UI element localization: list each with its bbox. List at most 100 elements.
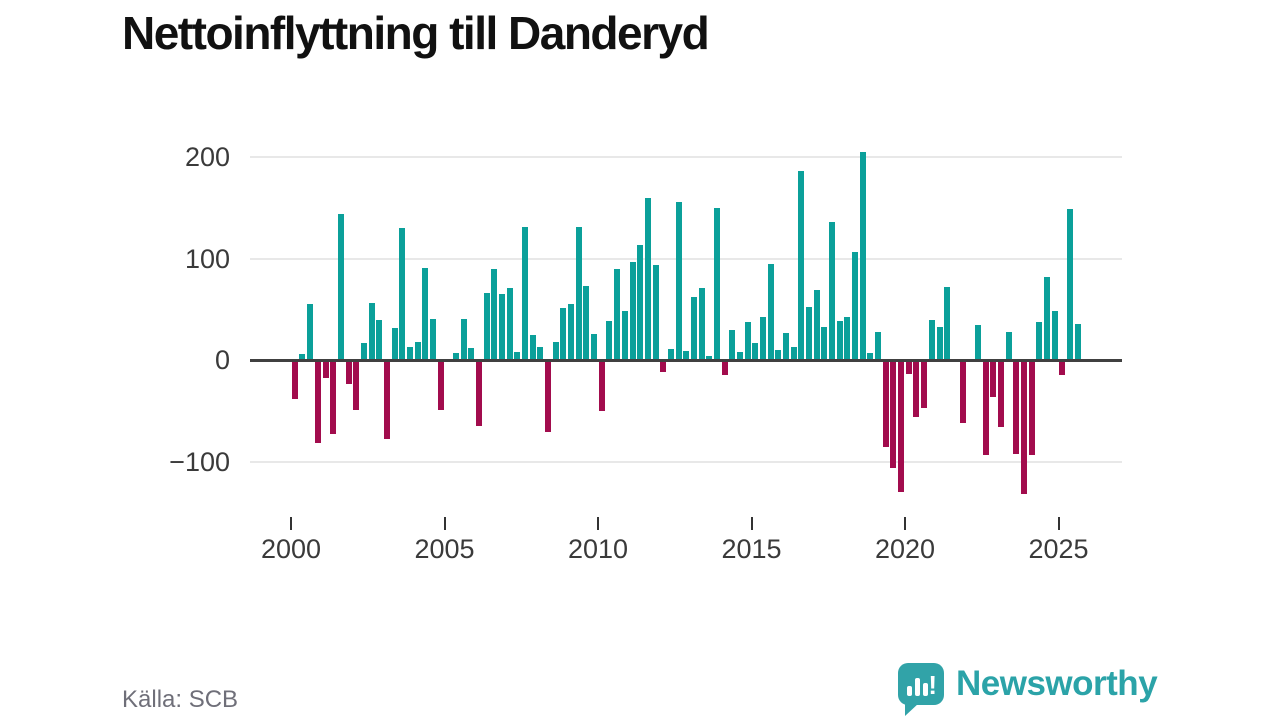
bar-2003-Q4	[406, 346, 413, 360]
x-tick-2000	[290, 517, 292, 530]
bar-2003-Q3	[399, 228, 406, 360]
bar-2015-Q3	[767, 263, 774, 360]
chart-title: Nettoinflyttning till Danderyd	[122, 7, 710, 59]
bar-2019-Q2	[882, 360, 889, 448]
bar-2012-Q4	[683, 350, 690, 360]
bar-2005-Q4	[468, 347, 475, 360]
bar-2013-Q3	[706, 355, 713, 360]
bar-2014-Q4	[744, 322, 751, 360]
gridline-100	[250, 257, 1122, 260]
bar-2009-Q1	[568, 304, 575, 360]
bar-2001-Q2	[330, 360, 337, 435]
gridline--100	[250, 460, 1122, 463]
bar-2010-Q2	[606, 321, 613, 360]
x-tick-2005	[443, 517, 446, 530]
bar-2011-Q4	[652, 264, 659, 360]
bar-2001-Q3	[337, 213, 344, 360]
bar-2017-Q4	[836, 321, 843, 360]
bar-2017-Q2	[821, 326, 828, 360]
bar-2006-Q1	[476, 360, 482, 426]
bar-2004-Q2	[422, 267, 429, 360]
bar-2016-Q2	[790, 346, 797, 360]
bar-2006-Q3	[491, 268, 498, 360]
bar-2020-Q2	[913, 360, 920, 417]
bar-2016-Q4	[806, 307, 813, 360]
y-tick-label-200: 200	[184, 142, 230, 172]
bar-2020-Q1	[905, 360, 912, 375]
bar-2013-Q1	[690, 297, 697, 360]
bar-2008-Q2	[545, 360, 552, 433]
bar-2018-Q1	[844, 317, 851, 360]
bar-2006-Q2	[483, 293, 490, 360]
bar-2023-Q1	[997, 360, 1004, 427]
bar-2014-Q1	[721, 360, 728, 376]
bar-2009-Q3	[583, 285, 590, 360]
speech-bubble-tail	[905, 703, 919, 716]
logo-bar-medium	[923, 683, 928, 696]
y-tick-label-0: 0	[214, 345, 230, 375]
bar-2008-Q4	[560, 308, 567, 360]
bar-2017-Q1	[813, 289, 820, 360]
bar-2006-Q4	[499, 294, 506, 360]
x-tick-2015	[750, 517, 753, 530]
bar-2012-Q1	[660, 360, 667, 373]
bar-2018-Q2	[852, 252, 859, 360]
bar-2015-Q4	[775, 349, 782, 360]
bar-2002-Q4	[376, 320, 383, 360]
brand-logo: ! Newsworthy	[898, 663, 1158, 716]
bar-2013-Q2	[698, 287, 705, 360]
bar-2002-Q1	[353, 360, 360, 410]
bar-2004-Q4	[437, 360, 444, 410]
bar-2016-Q1	[783, 332, 789, 360]
x-tick-2010	[597, 517, 599, 530]
bar-2012-Q2	[667, 348, 674, 360]
bar-2024-Q3	[1043, 276, 1050, 360]
bar-2023-Q2	[1005, 331, 1012, 360]
bar-2003-Q1	[383, 360, 390, 440]
zero-baseline	[250, 358, 1122, 362]
bar-2007-Q3	[522, 227, 529, 360]
bar-2021-Q2	[944, 286, 951, 360]
bar-2011-Q1	[629, 261, 636, 360]
x-tick-label-2015: 2015	[721, 534, 782, 564]
bar-2022-Q3	[982, 360, 989, 456]
bar-2008-Q1	[537, 346, 544, 360]
bar-2014-Q2	[729, 329, 736, 360]
bar-2009-Q2	[575, 227, 582, 360]
bar-2002-Q3	[368, 303, 375, 360]
bar-2014-Q3	[736, 351, 743, 360]
bar-2018-Q4	[867, 352, 874, 360]
bar-2019-Q1	[875, 331, 882, 360]
bar-2021-Q1	[936, 326, 943, 360]
bar-2013-Q4	[713, 207, 720, 360]
x-tick-2025	[1057, 517, 1060, 530]
brand-name: Newsworthy	[956, 664, 1158, 703]
bar-2007-Q2	[514, 351, 521, 360]
bar-2004-Q1	[414, 341, 421, 360]
bar-2007-Q1	[506, 287, 513, 360]
bar-2000-Q4	[314, 360, 321, 444]
bar-2012-Q3	[675, 201, 682, 360]
bar-2023-Q3	[1013, 360, 1020, 455]
bar-2022-Q2	[974, 325, 981, 360]
x-tick-label-2020: 2020	[874, 534, 936, 564]
bar-2011-Q3	[644, 197, 651, 360]
bar-2025-Q3	[1074, 324, 1081, 360]
bar-2000-Q2	[299, 353, 306, 360]
bar-chart-speech-bubble-icon: !	[898, 663, 944, 716]
bar-2021-Q4	[959, 360, 966, 423]
bar-2019-Q4	[898, 360, 905, 492]
bar-2001-Q4	[345, 360, 352, 385]
x-tick-label-2005: 2005	[414, 534, 475, 564]
bar-2009-Q4	[591, 333, 598, 360]
bar-2025-Q2	[1066, 208, 1073, 360]
bar-2002-Q2	[360, 342, 367, 360]
bar-2000-Q1	[291, 360, 298, 399]
bar-2005-Q2	[452, 352, 459, 360]
x-tick-label-2025: 2025	[1028, 534, 1089, 564]
bar-2008-Q3	[552, 341, 559, 360]
bar-2015-Q2	[759, 317, 766, 360]
bar-2001-Q1	[322, 360, 329, 379]
exclamation-icon: !	[928, 670, 937, 700]
